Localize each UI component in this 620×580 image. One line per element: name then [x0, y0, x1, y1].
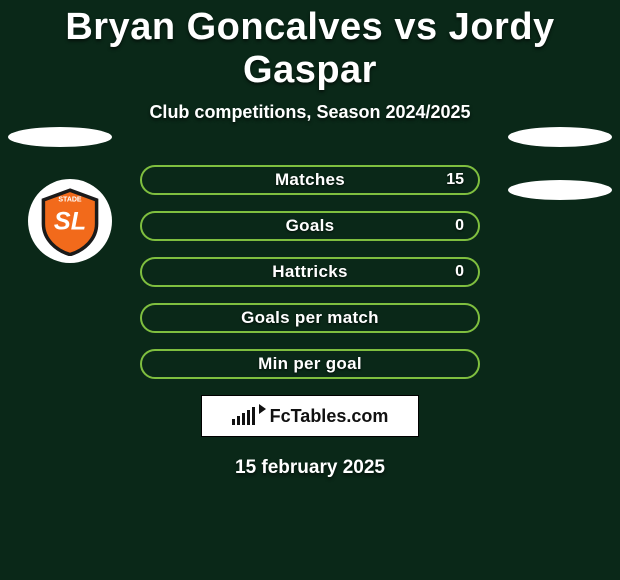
player-photo-placeholder-right	[508, 127, 612, 147]
page-title: Bryan Goncalves vs Jordy Gaspar	[0, 0, 620, 92]
stat-label: Hattricks	[272, 262, 347, 282]
stat-row-min-per-goal: Min per goal	[140, 349, 480, 379]
stat-label: Goals per match	[241, 308, 379, 328]
snapshot-date: 15 february 2025	[0, 457, 620, 479]
stat-row-goals-per-match: Goals per match	[140, 303, 480, 333]
brand-watermark: FcTables.com	[201, 395, 419, 437]
stat-row-goals: Goals 0	[140, 211, 480, 241]
stat-value: 0	[455, 263, 464, 281]
club-logo-left: STADE SL	[28, 179, 112, 263]
svg-text:STADE: STADE	[58, 196, 82, 203]
stat-value: 15	[446, 171, 464, 189]
stat-row-hattricks: Hattricks 0	[140, 257, 480, 287]
trend-arrow-icon	[259, 404, 266, 414]
stade-lavallois-logo-icon: STADE SL	[35, 186, 105, 256]
subtitle: Club competitions, Season 2024/2025	[0, 102, 620, 123]
infographic-card: Bryan Goncalves vs Jordy Gaspar Club com…	[0, 0, 620, 580]
stat-label: Matches	[275, 170, 345, 190]
stat-value: 0	[455, 217, 464, 235]
club-logo-placeholder-right	[508, 180, 612, 200]
player-photo-placeholder-left	[8, 127, 112, 147]
stats-list: Matches 15 Goals 0 Hattricks 0 Goals per…	[140, 165, 480, 379]
bar-chart-icon	[232, 407, 255, 425]
stat-label: Goals	[286, 216, 335, 236]
svg-text:SL: SL	[54, 207, 86, 235]
stat-label: Min per goal	[258, 354, 362, 374]
stat-row-matches: Matches 15	[140, 165, 480, 195]
brand-name: FcTables.com	[270, 406, 389, 427]
